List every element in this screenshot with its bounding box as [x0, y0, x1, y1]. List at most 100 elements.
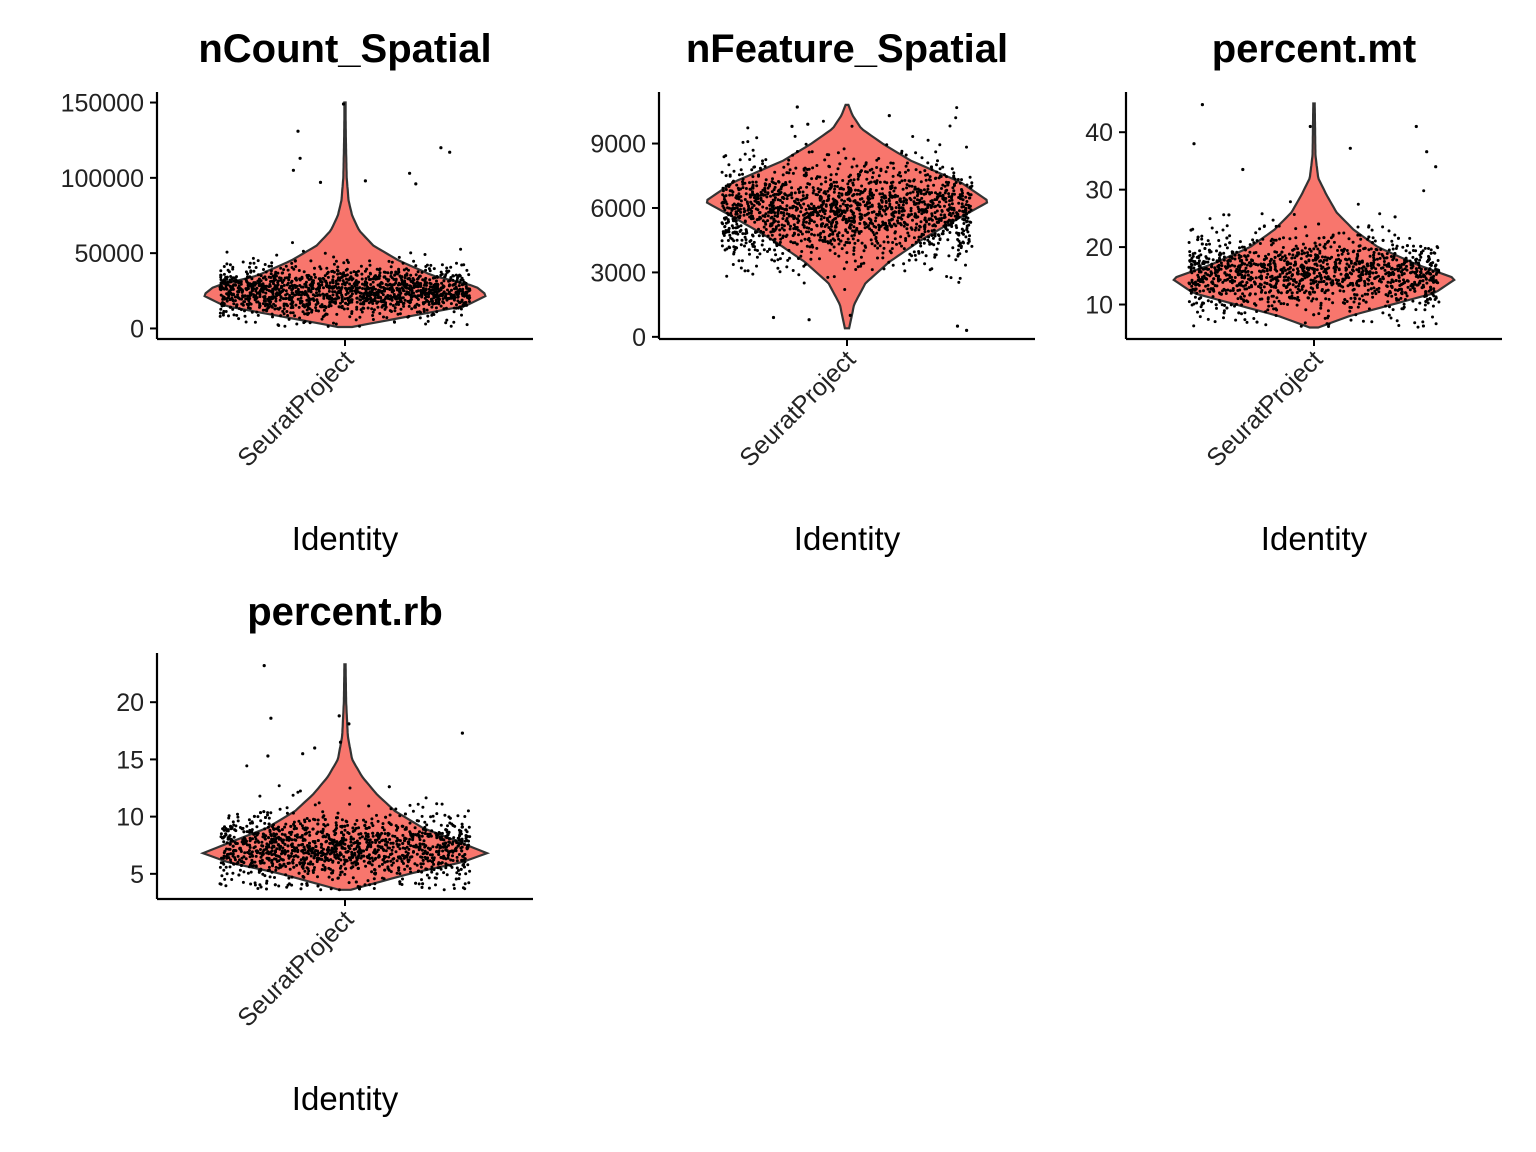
data-point — [745, 200, 749, 204]
data-point — [1256, 263, 1260, 267]
data-point — [771, 193, 775, 197]
data-point — [282, 278, 286, 282]
data-point — [1423, 308, 1427, 312]
data-point — [766, 219, 770, 223]
data-point — [957, 280, 961, 284]
data-point — [908, 196, 912, 200]
data-point — [776, 214, 779, 218]
data-point — [1295, 297, 1299, 301]
data-point — [418, 274, 422, 278]
data-point — [1217, 239, 1221, 242]
data-point — [432, 267, 436, 271]
data-point — [408, 867, 412, 871]
data-point — [394, 270, 398, 274]
data-point — [1288, 266, 1292, 270]
data-point — [378, 312, 382, 315]
data-point — [299, 296, 303, 300]
data-point — [401, 296, 405, 300]
data-point — [308, 301, 312, 305]
data-point — [811, 191, 815, 195]
data-point — [1415, 274, 1419, 277]
data-point — [759, 190, 763, 194]
data-point — [1233, 264, 1237, 268]
data-point — [901, 203, 905, 207]
data-point — [1243, 311, 1247, 315]
data-point — [1223, 271, 1227, 275]
data-point — [250, 286, 254, 290]
data-point — [849, 187, 853, 191]
data-point — [1403, 298, 1407, 301]
data-point — [429, 263, 433, 267]
data-point — [948, 199, 952, 203]
data-point — [1234, 318, 1238, 322]
data-point — [389, 302, 393, 306]
data-point — [970, 244, 974, 248]
data-point — [1362, 265, 1366, 269]
data-point — [338, 291, 342, 295]
data-point — [1379, 266, 1383, 270]
data-point — [1415, 257, 1418, 261]
data-point — [824, 176, 828, 180]
data-point — [1332, 240, 1336, 244]
data-point — [1303, 321, 1307, 325]
data-point — [874, 219, 877, 223]
data-point — [884, 204, 888, 208]
data-point — [1385, 284, 1389, 288]
data-point — [743, 244, 746, 248]
data-point — [1371, 241, 1374, 244]
data-point — [911, 135, 915, 138]
data-point — [1259, 262, 1263, 266]
data-point — [1238, 240, 1242, 244]
data-point — [268, 284, 272, 288]
data-point — [1197, 256, 1201, 260]
data-point — [1311, 278, 1315, 282]
data-point — [808, 245, 812, 249]
data-point — [837, 191, 841, 195]
data-point — [721, 232, 725, 235]
data-point — [1296, 287, 1300, 291]
data-point — [1389, 281, 1393, 285]
data-point — [849, 173, 852, 177]
data-point — [1434, 322, 1438, 326]
data-point — [240, 302, 244, 306]
data-point — [770, 233, 774, 237]
data-point — [320, 317, 324, 321]
data-point — [876, 256, 879, 260]
data-point — [722, 197, 726, 201]
data-point — [283, 324, 287, 328]
data-point — [454, 306, 458, 310]
data-point — [1291, 248, 1295, 252]
data-point — [1344, 257, 1348, 261]
data-point — [1288, 200, 1292, 204]
data-point — [389, 294, 392, 298]
data-point — [938, 167, 942, 171]
data-point — [1424, 294, 1428, 298]
data-point — [1194, 283, 1198, 287]
data-point — [843, 199, 846, 203]
data-point — [891, 263, 895, 267]
data-point — [289, 311, 293, 315]
data-point — [778, 257, 782, 261]
data-point — [1319, 277, 1323, 281]
data-point — [1248, 293, 1252, 297]
data-point — [1371, 271, 1375, 275]
data-point — [430, 305, 434, 309]
data-point — [810, 207, 814, 211]
data-point — [1306, 251, 1309, 255]
data-point — [334, 259, 338, 263]
data-point — [1326, 288, 1330, 292]
data-point — [739, 224, 743, 228]
data-point — [912, 178, 916, 182]
data-point — [913, 187, 917, 191]
data-point — [340, 275, 344, 279]
data-point — [1434, 267, 1438, 271]
data-point — [1263, 266, 1267, 270]
data-point — [258, 295, 262, 299]
data-point — [256, 313, 260, 317]
data-point — [1284, 268, 1287, 272]
data-point — [447, 279, 451, 283]
data-point — [742, 207, 746, 211]
data-point — [1343, 301, 1347, 305]
data-point — [785, 204, 789, 208]
data-point — [1267, 304, 1271, 308]
